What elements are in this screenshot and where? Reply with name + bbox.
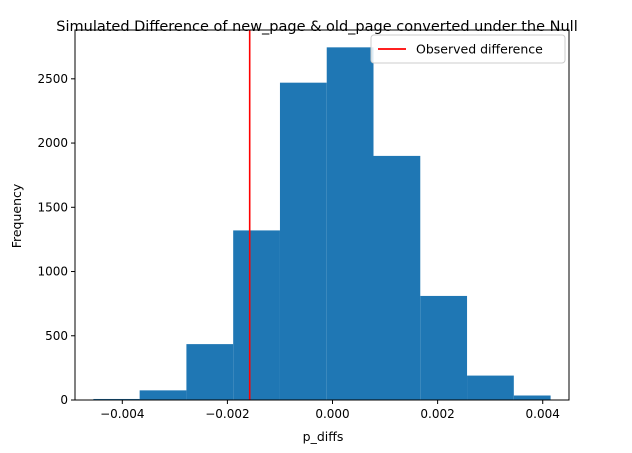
histogram-bar-5 xyxy=(326,47,374,400)
y-tick-label: 500 xyxy=(45,329,68,343)
x-tick-label: −0.002 xyxy=(205,407,249,421)
legend-label-observed: Observed difference xyxy=(416,42,543,57)
histogram-bar-6 xyxy=(373,155,421,400)
y-tick-label: 1500 xyxy=(37,200,68,214)
chart-title: Simulated Difference of new_page & old_p… xyxy=(56,19,577,35)
y-tick-label: 0 xyxy=(60,393,68,407)
bars-group xyxy=(93,47,551,400)
axes-frame xyxy=(74,29,570,401)
histogram-bar-1 xyxy=(139,390,187,400)
y-axis-label: Frequency xyxy=(9,183,24,248)
y-tick-label: 2000 xyxy=(37,136,68,150)
y-tick-label: 1000 xyxy=(37,265,68,279)
y-axis-ticks: 0 500 1000 1500 2000 2500 xyxy=(37,72,75,407)
x-tick-label: −0.004 xyxy=(100,407,144,421)
histogram-bar-0 xyxy=(93,398,140,400)
legend-box xyxy=(370,34,566,64)
legend: Observed difference xyxy=(370,34,566,64)
histogram-bar-9 xyxy=(513,395,551,400)
x-tick-label: 0.004 xyxy=(526,407,560,421)
histogram-bar-3 xyxy=(233,230,280,400)
x-tick-label: 0.000 xyxy=(315,407,349,421)
x-tick-label: 0.002 xyxy=(420,407,454,421)
x-axis-label: p_diffs xyxy=(303,429,344,444)
histogram-bar-7 xyxy=(420,295,468,400)
x-axis-ticks: −0.004 −0.002 0.000 0.002 0.004 xyxy=(100,400,560,421)
histogram-bar-2 xyxy=(186,344,234,400)
y-tick-label: 2500 xyxy=(37,72,68,86)
histogram-bar-8 xyxy=(467,375,514,400)
histogram-bar-4 xyxy=(279,82,327,400)
